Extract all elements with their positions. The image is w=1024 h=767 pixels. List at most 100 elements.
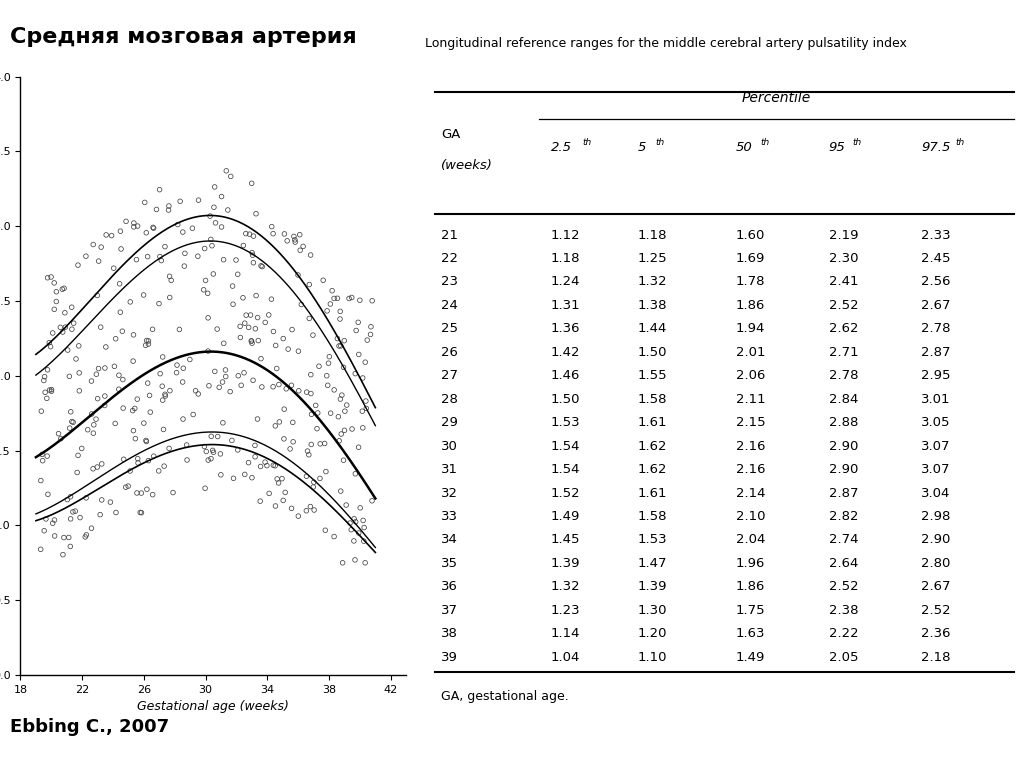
Point (38, 513, 54, 525)
Point (71, 385, 87, 397)
Point (105, 262, 122, 275)
Point (196, 284, 212, 296)
Point (189, 250, 206, 262)
Point (39, 450, 55, 463)
Point (152, 367, 168, 380)
Point (357, 557, 374, 569)
Text: 5: 5 (638, 141, 646, 154)
Point (229, 444, 246, 456)
Text: 22: 22 (441, 252, 458, 265)
Point (93, 494, 110, 506)
Point (344, 423, 360, 435)
Point (48, 285, 65, 298)
Point (350, 441, 367, 453)
Point (88, 368, 104, 380)
Point (133, 487, 150, 499)
Point (299, 445, 315, 457)
Text: 2.78: 2.78 (828, 369, 858, 382)
Text: 2.5: 2.5 (551, 141, 571, 154)
Point (234, 291, 251, 304)
Point (68, 505, 84, 517)
Point (237, 469, 253, 481)
Point (290, 345, 306, 357)
Point (78, 528, 94, 541)
Point (343, 524, 359, 536)
Text: 2.87: 2.87 (922, 346, 950, 359)
Text: 2.38: 2.38 (828, 604, 858, 617)
Point (364, 295, 380, 307)
Text: 2.10: 2.10 (736, 510, 766, 523)
Point (357, 395, 374, 407)
Point (301, 449, 317, 461)
Point (319, 379, 336, 391)
Point (71, 340, 87, 352)
Point (335, 361, 351, 374)
Text: 1.96: 1.96 (736, 557, 765, 570)
Point (334, 389, 350, 401)
Point (34, 448, 50, 460)
Point (201, 380, 217, 392)
Point (127, 433, 143, 445)
Point (236, 239, 252, 252)
Point (252, 460, 268, 472)
Text: Средняя мозговая артерия: Средняя мозговая артерия (10, 27, 357, 47)
Point (225, 298, 242, 311)
Point (244, 472, 260, 484)
Point (202, 210, 218, 222)
Point (346, 512, 362, 525)
Point (113, 243, 129, 255)
Point (237, 317, 253, 329)
Point (63, 323, 80, 335)
Text: th: th (655, 138, 665, 146)
Point (116, 453, 132, 466)
Point (151, 465, 167, 477)
Point (238, 309, 254, 321)
Point (157, 241, 173, 253)
Point (290, 510, 306, 522)
Point (217, 370, 233, 383)
Text: 24: 24 (441, 299, 458, 312)
Text: 2.01: 2.01 (736, 346, 766, 359)
Text: 1.75: 1.75 (736, 604, 766, 617)
Text: 2.15: 2.15 (736, 416, 766, 430)
Point (89, 289, 105, 301)
Point (120, 480, 136, 492)
Point (260, 309, 276, 321)
Text: 1.50: 1.50 (638, 346, 668, 359)
Point (243, 309, 259, 321)
Point (287, 234, 303, 246)
Text: 1.94: 1.94 (736, 322, 765, 335)
Point (112, 278, 128, 290)
Point (219, 204, 236, 216)
Point (306, 476, 323, 489)
Point (203, 453, 219, 465)
Point (215, 416, 231, 429)
Point (106, 360, 123, 373)
Point (165, 486, 181, 499)
Point (50, 427, 67, 439)
Text: 2.98: 2.98 (922, 510, 950, 523)
Point (102, 496, 119, 509)
Point (321, 357, 337, 370)
Text: 37: 37 (441, 604, 458, 617)
Point (128, 253, 144, 265)
Text: 2.41: 2.41 (828, 275, 858, 288)
Point (133, 506, 150, 518)
Point (253, 260, 269, 272)
Point (204, 239, 220, 252)
Point (145, 450, 162, 463)
Point (245, 249, 261, 262)
Point (332, 393, 348, 405)
Point (92, 321, 109, 334)
Text: 2.95: 2.95 (922, 369, 950, 382)
Point (236, 367, 252, 379)
Text: 2.14: 2.14 (736, 486, 766, 499)
Point (244, 337, 260, 349)
Point (282, 443, 298, 455)
Point (309, 423, 326, 435)
Point (39, 392, 55, 404)
Point (362, 321, 379, 333)
Point (44, 327, 60, 339)
Point (229, 268, 246, 281)
Point (303, 368, 319, 380)
